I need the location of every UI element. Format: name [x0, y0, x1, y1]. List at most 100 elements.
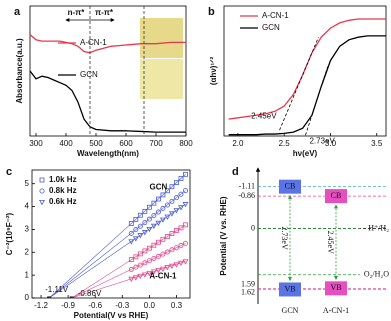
vb-box [279, 282, 301, 297]
marker [137, 233, 144, 239]
marker [165, 188, 170, 194]
inset-photo [140, 18, 183, 58]
marker [150, 269, 157, 275]
vb-box [325, 281, 347, 296]
legend-label: 0.6k Hz [49, 197, 77, 206]
marker [146, 204, 152, 210]
marker [182, 188, 188, 194]
x-axis-label: Wavelength(nm) [77, 149, 139, 158]
marker [178, 242, 184, 248]
marker [128, 239, 135, 245]
y-tick-label: 0 [251, 223, 255, 232]
marker [128, 230, 134, 236]
marker [128, 266, 134, 272]
x-tick-label: 400 [59, 139, 73, 148]
legend-label: GCN [80, 70, 98, 79]
marker [164, 202, 170, 208]
marker [137, 212, 143, 218]
marker [155, 253, 161, 259]
marker [173, 208, 180, 214]
marker [133, 227, 139, 233]
fit-line [48, 203, 186, 299]
inset-photo [140, 59, 183, 99]
marker [39, 177, 45, 183]
x-tick-label: 3.0 [325, 139, 337, 148]
x-tick-label: -1.2 [34, 301, 48, 310]
marker [146, 258, 152, 264]
marker [137, 223, 143, 229]
panel-label: d [232, 166, 239, 178]
marker [155, 268, 162, 274]
marker [137, 262, 143, 268]
marker [155, 196, 161, 202]
intercept-label: -1.11V [45, 285, 69, 294]
marker [164, 265, 171, 271]
marker [174, 228, 179, 233]
marker [160, 236, 166, 242]
region-label: π-π* [95, 8, 114, 17]
marker [169, 231, 175, 236]
marker [142, 208, 148, 214]
marker [173, 245, 179, 251]
marker [142, 220, 148, 226]
legend-label: A-CN-1 [80, 38, 107, 47]
redox-label: H⁺/H₂ [368, 223, 389, 232]
marker [177, 205, 184, 211]
gap-label: 2.73eV [280, 226, 289, 250]
gap-label: 2.45eV [326, 231, 335, 255]
x-tick-label: 300 [29, 139, 43, 148]
y-tick-label: 4 [25, 202, 30, 211]
fit-line [48, 190, 186, 299]
marker [132, 236, 139, 242]
marker [39, 188, 45, 194]
y-tick-label: 1.59 [241, 280, 255, 289]
marker [146, 226, 153, 233]
marker [164, 214, 171, 220]
marker [160, 251, 166, 257]
marker [137, 273, 144, 280]
group-label: A-CN-1 [149, 271, 177, 280]
panel-label: a [14, 6, 21, 18]
y-axis-label: (αhν)¹ᐟ² [209, 57, 218, 86]
marker [133, 216, 139, 222]
marker [183, 171, 188, 177]
marker [173, 262, 180, 268]
marker [168, 263, 175, 269]
marker [151, 212, 157, 218]
marker [151, 242, 157, 248]
marker [150, 223, 157, 229]
fit-line [71, 243, 186, 299]
material-label: GCN [282, 306, 299, 315]
y-tick-label: 0 [25, 293, 30, 302]
marker [141, 272, 148, 278]
redox-label: O₂/H₂O [364, 270, 389, 279]
cb-label: CB [331, 191, 342, 200]
region-label: n-π* [68, 8, 86, 17]
marker [182, 259, 189, 265]
marker [142, 260, 148, 266]
legend-label: A-CN-1 [262, 11, 289, 20]
tangent-line [305, 66, 329, 136]
marker [165, 234, 170, 239]
marker [142, 248, 148, 254]
data-line [228, 35, 386, 136]
marker [155, 239, 161, 245]
x-tick-label: -0.3 [115, 301, 129, 310]
y-tick-label: 3 [25, 225, 30, 234]
legend-label: 1.0k Hz [49, 175, 77, 184]
y-axis-label: Absorbance(a.u.) [15, 38, 24, 104]
y-tick-label: 1 [25, 270, 30, 279]
marker [182, 202, 189, 208]
x-tick-label: -0.9 [61, 301, 75, 310]
marker [146, 245, 152, 251]
tangent-label: 2.73eV [309, 136, 335, 145]
marker [169, 184, 175, 190]
marker [141, 230, 148, 236]
intercept-label: -0.86V [78, 289, 102, 298]
x-tick-label: 800 [179, 139, 193, 148]
x-tick-label: 2.5 [279, 139, 291, 148]
x-tick-label: 700 [149, 139, 163, 148]
marker [146, 271, 153, 277]
data-line [29, 34, 186, 54]
